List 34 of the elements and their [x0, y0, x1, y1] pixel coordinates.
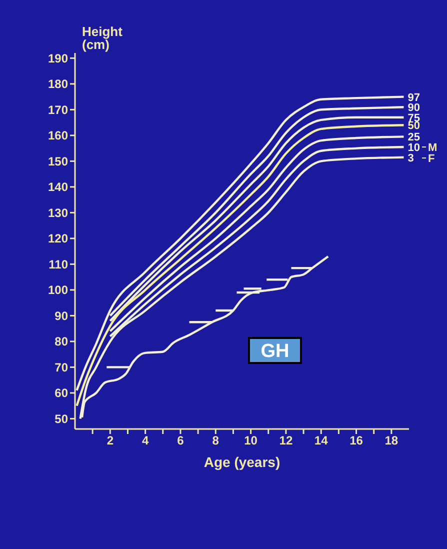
annotation: GH [260, 341, 290, 362]
y-tick-label: 100 [48, 283, 68, 298]
y-tick-label: 190 [48, 51, 68, 66]
legend-label: 10 [408, 142, 420, 154]
y-tick-label: 160 [48, 128, 68, 143]
legend-label: 3 [408, 152, 414, 164]
y-tick-label: 180 [48, 77, 68, 92]
text: M [428, 142, 438, 154]
x-tick-label: 18 [384, 434, 398, 448]
x-tick-label: 4 [142, 434, 149, 448]
y-tick-label: 80 [54, 334, 68, 349]
x-tick-label: 6 [177, 434, 184, 448]
y-tick-label: 60 [54, 386, 68, 400]
x-tick-label: 8 [212, 434, 220, 448]
series-label: 25 [408, 132, 420, 144]
y-tick-label: 90 [54, 308, 68, 323]
x-axis-title: Age (years) [204, 454, 280, 470]
y-tick-label: 170 [48, 102, 68, 117]
y-tick-label: 130 [48, 206, 68, 220]
series-label: 97 [408, 92, 420, 104]
y-tick-label: 140 [48, 180, 68, 194]
x-tick-label: 16 [350, 434, 364, 448]
x-tick-label: 12 [279, 434, 293, 448]
y-tick-label: 70 [54, 360, 68, 374]
y-tick-label: 110 [48, 257, 68, 272]
text: F [428, 153, 435, 165]
y-tick-label: 50 [54, 412, 68, 426]
x-tick-label: 14 [314, 434, 328, 448]
x-tick-label: 10 [244, 434, 258, 448]
series-label: 90 [408, 102, 420, 114]
x-tick-label: 2 [106, 434, 114, 448]
y-tick-label: 150 [48, 154, 68, 168]
y-tick-label: 120 [48, 232, 68, 246]
y-axis-title: Height (cm) [82, 24, 124, 52]
